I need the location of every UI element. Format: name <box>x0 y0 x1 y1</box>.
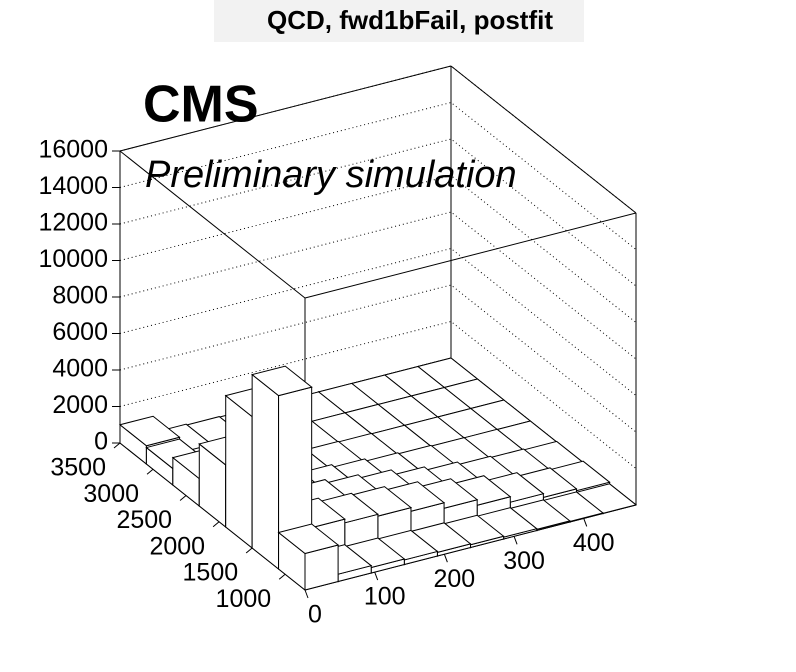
y-tick-label: 1500 <box>183 559 239 587</box>
x-tick-label: 0 <box>308 601 322 629</box>
grid-line <box>119 211 637 360</box>
y-tick <box>113 442 121 449</box>
preliminary-label: Preliminary simulation <box>145 154 517 196</box>
y-tick <box>146 468 154 475</box>
x-tick-label: 300 <box>503 547 545 575</box>
bar-left-face <box>225 394 253 550</box>
y-tick <box>245 547 253 554</box>
y-tick-label: 3500 <box>50 454 106 482</box>
frame-edge <box>304 212 637 299</box>
x-tick <box>374 571 379 581</box>
bar <box>277 523 340 592</box>
z-tick-label: 12000 <box>38 209 108 237</box>
z-tick-label: 8000 <box>52 282 108 310</box>
bar-top <box>277 523 340 555</box>
x-tick <box>513 536 518 545</box>
x-tick-label: 400 <box>573 529 615 557</box>
z-tick-label: 2000 <box>52 391 108 419</box>
frame-edge <box>450 65 637 214</box>
z-tick-label: 10000 <box>38 245 108 273</box>
z-tick-label: 14000 <box>38 172 108 200</box>
cms-label: CMS <box>143 76 259 134</box>
z-tick-label: 6000 <box>52 318 108 346</box>
y-tick-label: 2500 <box>116 506 172 534</box>
x-tick <box>583 518 588 527</box>
y-tick-label: 1000 <box>216 585 272 613</box>
y-tick <box>278 573 286 580</box>
z-tick-label: 4000 <box>52 355 108 383</box>
x-tick <box>443 554 448 563</box>
bar <box>251 365 313 571</box>
y-tick-label: 3000 <box>83 480 139 508</box>
y-tick-label: 2000 <box>149 532 205 560</box>
x-tick <box>304 589 309 599</box>
z-tick-label: 16000 <box>38 136 108 164</box>
y-tick <box>212 521 220 528</box>
title-box <box>214 0 584 42</box>
x-tick-label: 200 <box>434 565 476 593</box>
grid-line <box>119 174 637 323</box>
bar-top <box>118 415 181 447</box>
x-tick-label: 100 <box>364 583 406 611</box>
y-tick <box>179 495 187 501</box>
frame-edge <box>119 150 306 299</box>
bar-top <box>251 365 313 397</box>
z-tick-label: 0 <box>94 428 108 456</box>
grid-line <box>119 247 637 396</box>
chart-title: QCD, fwd1bFail, postfit <box>267 5 553 35</box>
frame-edge <box>119 65 452 152</box>
bar-left-face <box>251 373 280 571</box>
